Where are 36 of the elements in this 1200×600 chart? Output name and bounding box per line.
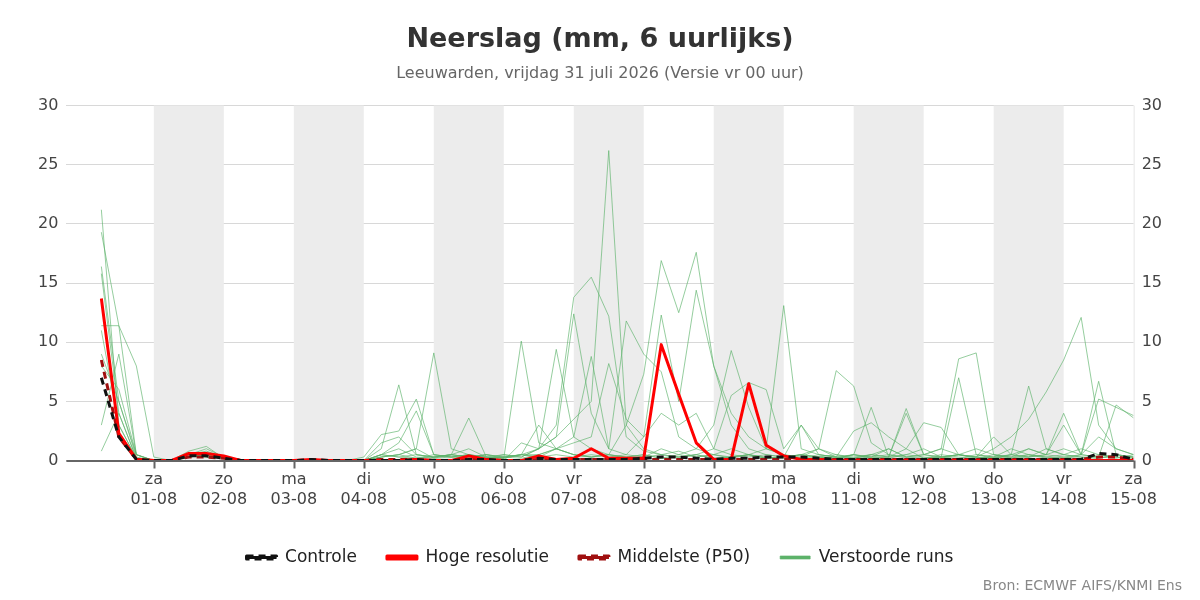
y2-tick-label: 15 bbox=[1141, 272, 1162, 292]
x-tick-label: za 01-08 bbox=[130, 469, 178, 508]
y2-tick-label: 20 bbox=[1141, 213, 1162, 233]
x-tick-label: za 08-08 bbox=[620, 469, 667, 508]
x-tick-label: wo 05-08 bbox=[410, 469, 458, 508]
y2-tick-label: 30 bbox=[1141, 94, 1162, 114]
x-tick-label: wo 12-08 bbox=[900, 469, 947, 508]
x-tick-label: vr 14-08 bbox=[1040, 469, 1087, 508]
y-tick-label: 10 bbox=[38, 331, 59, 351]
y2-tick-label: 5 bbox=[1141, 390, 1152, 410]
legend-label: Controle bbox=[285, 545, 357, 566]
x-tick-label: do 13-08 bbox=[970, 469, 1017, 508]
x-tick-label: di 04-08 bbox=[340, 469, 388, 508]
y-tick-label: 25 bbox=[38, 153, 59, 173]
x-tick-label: do 06-08 bbox=[480, 469, 528, 508]
x-tick-label: ma 03-08 bbox=[270, 469, 318, 508]
y-tick-label: 5 bbox=[48, 390, 59, 410]
x-tick-label: zo 02-08 bbox=[200, 469, 248, 508]
legend-label: Middelste (P50) bbox=[617, 545, 751, 566]
y2-tick-label: 0 bbox=[1141, 449, 1152, 469]
chart-title: Neerslag (mm, 6 uurlijks) bbox=[406, 22, 794, 54]
x-tick-label: vr 07-08 bbox=[550, 469, 598, 508]
y-tick-label: 30 bbox=[38, 94, 59, 114]
chart-subtitle: Leeuwarden, vrijdag 31 juli 2026 (Versie vr 00 uur) bbox=[396, 63, 804, 83]
y-tick-label: 15 bbox=[38, 272, 59, 292]
y2-tick-label: 10 bbox=[1141, 331, 1162, 351]
x-tick-label: ma 10-08 bbox=[760, 469, 807, 508]
y2-tick-label: 25 bbox=[1141, 153, 1162, 173]
x-tick-label: di 11-08 bbox=[830, 469, 877, 508]
legend-label: Hoge resolutie bbox=[425, 545, 549, 566]
y-tick-label: 0 bbox=[48, 449, 59, 469]
text: Bron: ECMWF AIFS/KNMI Ens bbox=[982, 576, 1182, 593]
x-tick-label: zo 09-08 bbox=[690, 469, 737, 508]
y-tick-label: 20 bbox=[38, 213, 59, 233]
legend-label: Verstoorde runs bbox=[818, 545, 954, 566]
x-tick-label: za 15-08 bbox=[1110, 469, 1157, 508]
